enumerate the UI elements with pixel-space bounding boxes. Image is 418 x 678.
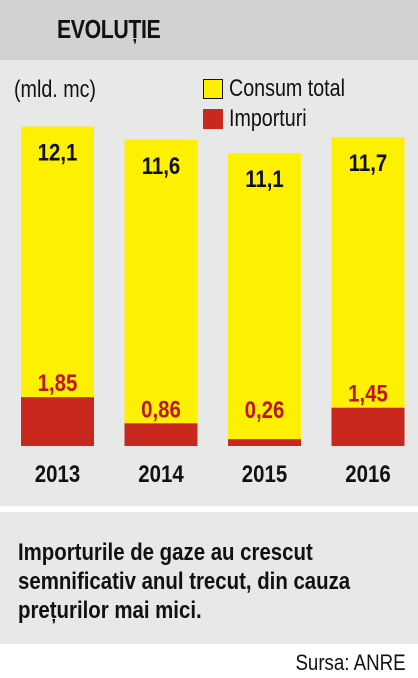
legend-swatch-importuri bbox=[203, 109, 223, 129]
consum-value-label: 11,7 bbox=[349, 150, 388, 177]
consum-bar bbox=[331, 137, 405, 446]
legend-label-importuri: Importuri bbox=[229, 105, 307, 132]
caption-line: prețurilor mai mici. bbox=[18, 597, 202, 624]
consum-value-label: 12,1 bbox=[38, 139, 78, 166]
importuri-value-label: 1,45 bbox=[348, 380, 388, 407]
caption-line: Importurile de gaze au crescut bbox=[18, 539, 313, 566]
legend-item-importuri: Importuri bbox=[203, 104, 370, 134]
importuri-bar bbox=[331, 407, 405, 446]
legend-label-consum: Consum total bbox=[229, 75, 345, 102]
importuri-value-label: 0,86 bbox=[141, 396, 181, 423]
header-bar: EVOLUȚIE bbox=[0, 0, 418, 60]
chart-legend: Consum total Importuri bbox=[203, 74, 370, 134]
importuri-bar bbox=[21, 397, 94, 446]
infographic-title: EVOLUȚIE bbox=[57, 14, 161, 44]
consum-value-label: 11,1 bbox=[245, 165, 284, 192]
caption-line: semnificativ anul trecut, din cauza bbox=[18, 568, 351, 595]
consum-bar bbox=[21, 126, 94, 446]
bar-chart: 12,1 1,85 2013 11,6 0,86 2014 11,1 0,26 2015 11,7… bbox=[0, 126, 418, 512]
consum-value-label: 11,6 bbox=[142, 152, 181, 179]
importuri-value-label: 0,26 bbox=[245, 396, 285, 423]
consum-bar bbox=[228, 152, 301, 446]
importuri-bar bbox=[124, 423, 198, 446]
x-tick-label: 2015 bbox=[242, 460, 287, 487]
legend-item-consum: Consum total bbox=[203, 74, 370, 104]
consum-bar bbox=[124, 139, 198, 446]
x-tick-label: 2014 bbox=[138, 460, 184, 487]
importuri-value-label: 1,85 bbox=[38, 370, 78, 397]
source-credit: Sursa: ANRE bbox=[295, 650, 406, 675]
x-tick-label: 2016 bbox=[345, 460, 390, 487]
legend-swatch-consum bbox=[203, 79, 223, 99]
unit-label: (mld. mc) bbox=[14, 76, 96, 103]
importuri-bar bbox=[228, 439, 301, 446]
caption-text: Importurile de gaze au crescut semnifica… bbox=[18, 538, 350, 625]
infographic-card: EVOLUȚIE (mld. mc) Consum total Importur… bbox=[0, 0, 418, 644]
x-tick-label: 2013 bbox=[35, 460, 80, 487]
